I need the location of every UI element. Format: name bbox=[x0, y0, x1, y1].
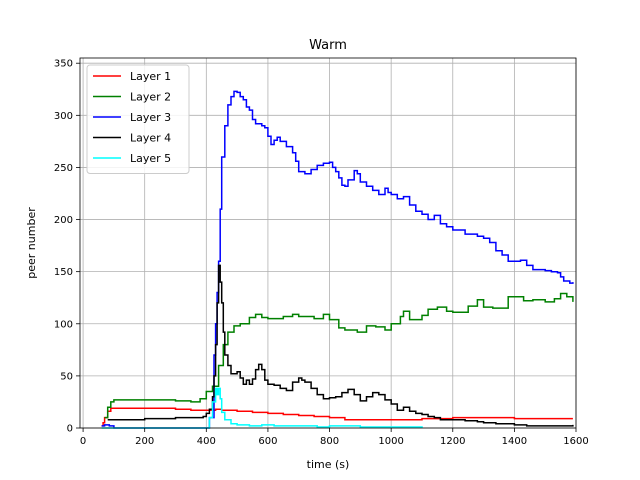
series-line-layer-4 bbox=[107, 264, 574, 427]
x-tick-label: 1600 bbox=[563, 436, 588, 447]
y-axis-label: peer number bbox=[25, 207, 38, 279]
series-line-layer-3 bbox=[101, 90, 574, 429]
legend-label-layer-5: Layer 5 bbox=[130, 152, 171, 165]
y-tick-label: 200 bbox=[54, 215, 73, 226]
x-tick-label: 400 bbox=[197, 436, 216, 447]
y-tick-label: 350 bbox=[54, 59, 73, 70]
y-tick-label: 150 bbox=[54, 267, 73, 278]
x-tick-label: 1000 bbox=[378, 436, 403, 447]
plot-frame bbox=[79, 57, 577, 429]
y-tick-label: 0 bbox=[67, 424, 73, 435]
legend: Layer 1 Layer 2 Layer 3 Layer 4 Layer 5 bbox=[86, 64, 190, 174]
x-tick-label: 1200 bbox=[440, 436, 465, 447]
series-line-layer-2 bbox=[104, 292, 574, 419]
series-line-layer-1 bbox=[101, 407, 573, 427]
legend-label-layer-1: Layer 1 bbox=[130, 70, 171, 83]
x-tick-label: 800 bbox=[320, 436, 339, 447]
series-layer bbox=[101, 90, 574, 429]
x-tick-label: 0 bbox=[80, 436, 86, 447]
y-tick-label: 300 bbox=[54, 111, 73, 122]
legend-label-layer-3: Layer 3 bbox=[130, 111, 171, 124]
grid-layer bbox=[80, 58, 577, 429]
x-axis-label: time (s) bbox=[307, 458, 350, 471]
legend-label-layer-2: Layer 2 bbox=[130, 91, 171, 104]
legend-box bbox=[86, 64, 190, 174]
x-tick-label: 200 bbox=[135, 436, 154, 447]
ticks-layer: 0 200 400 600 800 1000 1200 1400 1600 0 50 100 150 20… bbox=[54, 59, 589, 447]
y-tick-label: 50 bbox=[60, 371, 73, 382]
series-line-layer-5 bbox=[101, 387, 423, 429]
y-tick-label: 250 bbox=[54, 163, 73, 174]
x-tick-label: 1400 bbox=[502, 436, 527, 447]
legend-label-layer-4: Layer 4 bbox=[130, 132, 171, 145]
chart-title: Warm bbox=[309, 38, 347, 53]
x-tick-label: 600 bbox=[258, 436, 277, 447]
y-tick-label: 100 bbox=[54, 319, 73, 330]
